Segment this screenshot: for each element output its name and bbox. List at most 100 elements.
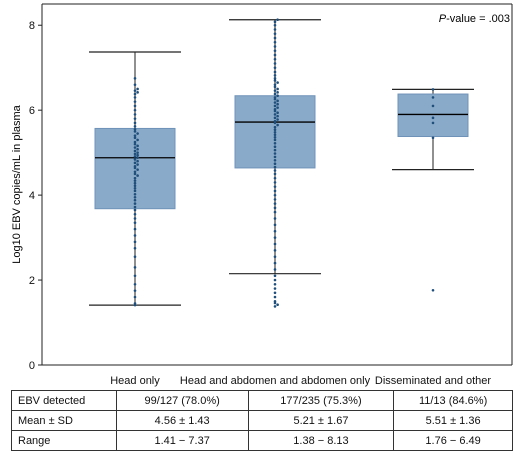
data-point [136, 153, 139, 157]
data-point [133, 161, 137, 165]
p-value-annotation: P-value = .003 [439, 13, 510, 25]
data-point [276, 99, 279, 103]
table-cell: 177/235 (75.3%) [247, 390, 395, 411]
data-point [273, 70, 277, 74]
data-point [273, 152, 277, 155]
x-category-label: Disseminated and other [375, 375, 492, 387]
data-point [273, 77, 277, 80]
data-point [136, 151, 139, 154]
table-row: EBV detected 99/127 (78.0%) 177/235 (75.3%… [11, 390, 513, 411]
data-point [133, 152, 137, 156]
table-cell: 5.21 ± 1.67 [247, 410, 395, 431]
data-point [273, 169, 277, 172]
data-point [136, 156, 139, 160]
data-point [133, 189, 137, 193]
data-point [133, 83, 137, 86]
box-group: Head only [89, 51, 181, 387]
data-point [133, 255, 137, 258]
data-point [273, 158, 277, 162]
data-point [273, 74, 277, 77]
data-point [273, 130, 277, 134]
data-point [273, 57, 277, 61]
data-point [273, 217, 277, 220]
data-point [273, 20, 277, 24]
data-point [273, 66, 277, 70]
data-point [273, 305, 277, 308]
data-point [273, 128, 277, 132]
data-point [133, 179, 137, 182]
data-point [273, 278, 277, 282]
data-point [273, 138, 277, 142]
table-row: Mean ± SD 4.56 ± 1.43 5.21 ± 1.67 5.51 ± 1.… [11, 410, 513, 431]
data-point [273, 119, 277, 123]
data-point [276, 91, 279, 94]
data-point [273, 142, 277, 145]
data-point [133, 146, 137, 149]
data-point [133, 283, 137, 286]
data-point [133, 212, 137, 216]
data-point [273, 79, 277, 82]
data-point [133, 77, 137, 80]
data-point [273, 295, 277, 299]
data-point [276, 81, 279, 84]
data-point [273, 83, 277, 86]
data-point [276, 111, 279, 115]
data-point [133, 221, 137, 225]
data-point [273, 89, 277, 92]
data-point [133, 302, 137, 305]
data-point [133, 127, 137, 131]
data-point [273, 176, 277, 180]
data-point [133, 92, 137, 96]
table-row: Range 1.41 − 7.37 1.38 − 8.13 1.76 − 6.49 [11, 430, 513, 451]
data-point [273, 229, 277, 233]
x-category-label: Head only [110, 375, 160, 387]
data-point [133, 140, 137, 144]
data-point [276, 87, 279, 91]
data-point [276, 118, 279, 121]
data-point [136, 132, 139, 135]
data-point [133, 176, 137, 180]
data-point [136, 174, 139, 177]
y-tick-label: 0 [29, 360, 35, 372]
table-cell: 99/127 (78.0%) [115, 390, 249, 411]
data-point [273, 45, 277, 48]
data-point [273, 261, 277, 265]
data-point [133, 134, 137, 137]
data-point [133, 155, 137, 158]
table-cell: 1.38 − 8.13 [247, 430, 395, 451]
data-point [133, 104, 137, 108]
data-point [276, 123, 279, 127]
data-point [133, 274, 137, 278]
table-cell: 1.76 − 6.49 [393, 430, 513, 451]
summary-table: EBV detected 99/127 (78.0%) 177/235 (75.3%… [11, 390, 513, 451]
data-point [133, 198, 137, 202]
data-point [273, 193, 277, 197]
data-point [136, 91, 139, 94]
data-point [276, 18, 279, 22]
data-point [133, 113, 137, 116]
data-point [133, 130, 137, 133]
data-point [273, 136, 277, 139]
data-point [133, 202, 137, 205]
data-point [133, 192, 137, 196]
data-point [273, 108, 277, 111]
table-cell: 5.51 ± 1.36 [393, 410, 513, 431]
data-point [273, 165, 277, 169]
data-point [273, 172, 277, 176]
data-point [273, 96, 277, 99]
data-point [133, 142, 137, 146]
y-tick-label: 6 [29, 105, 35, 117]
data-point [133, 246, 137, 250]
data-point [133, 89, 137, 92]
data-point [273, 125, 277, 129]
data-point [273, 198, 277, 201]
y-axis-label: Log10 EBV copies/mL in plasma [11, 104, 23, 263]
data-point [431, 96, 435, 99]
data-point [273, 299, 277, 303]
data-point [133, 172, 137, 176]
data-point [133, 164, 137, 168]
data-point [273, 62, 277, 65]
row-label: Range [11, 430, 117, 451]
data-point [133, 227, 137, 231]
data-point [273, 210, 277, 214]
